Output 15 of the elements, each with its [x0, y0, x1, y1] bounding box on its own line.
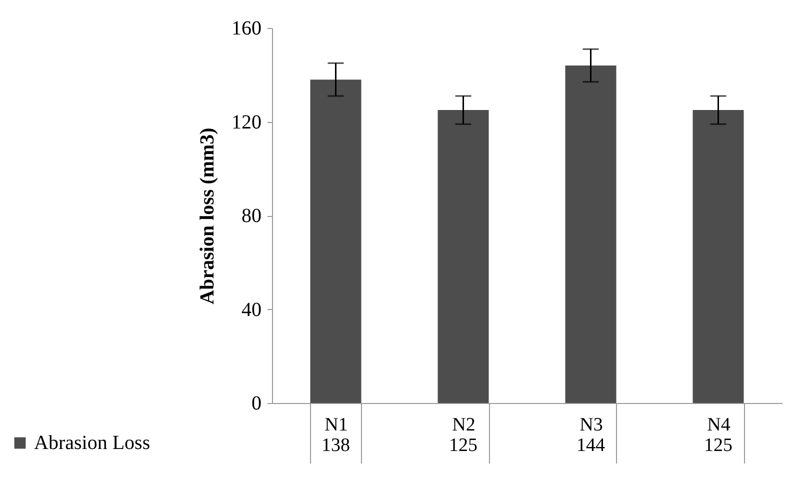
- x-tick-label: N4: [707, 414, 731, 436]
- x-tick-label: N3: [580, 414, 603, 436]
- x-tick-label: N1: [324, 414, 348, 436]
- y-tick-label: 160: [232, 18, 262, 40]
- y-tick-label: 0: [252, 392, 262, 414]
- data-label: 138: [322, 435, 350, 456]
- y-axis-title: Abrasion loss (mm3): [196, 128, 218, 304]
- data-label: 125: [449, 435, 478, 456]
- y-tick-label: 120: [232, 111, 262, 134]
- data-label: 125: [704, 435, 732, 456]
- data-label: 144: [576, 435, 606, 456]
- legend-label: Abrasion Loss: [34, 432, 150, 454]
- x-tick-label: N2: [452, 414, 476, 436]
- y-tick-label: 40: [242, 298, 262, 321]
- y-tick-label: 80: [242, 205, 262, 227]
